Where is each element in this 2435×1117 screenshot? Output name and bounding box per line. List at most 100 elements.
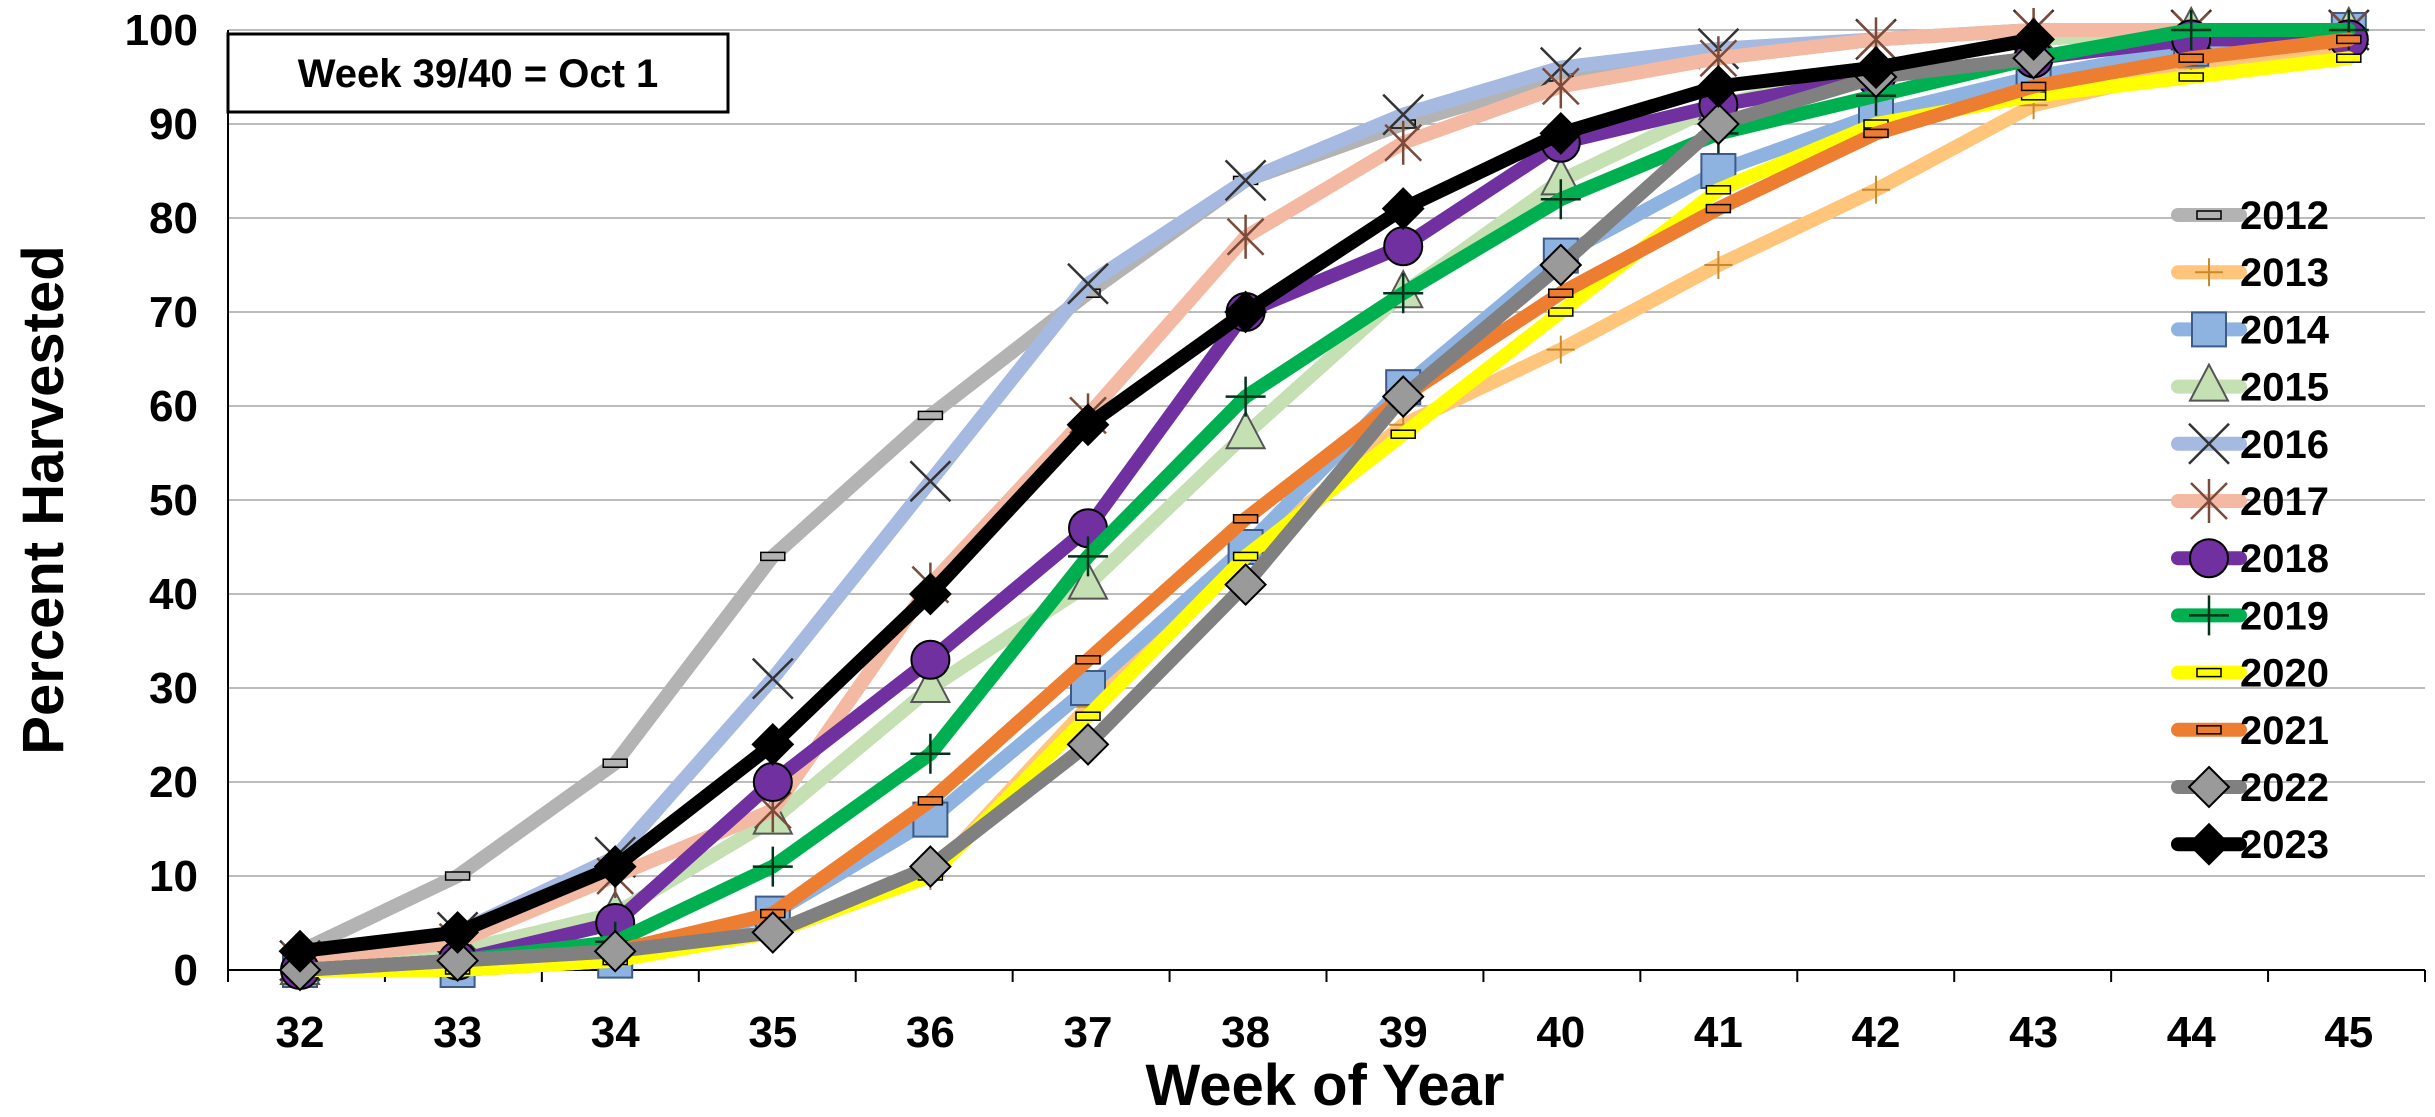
marker-dash bbox=[2196, 210, 2222, 220]
marker-asterisk bbox=[1226, 214, 1265, 259]
marker-plus bbox=[1225, 376, 1266, 417]
legend-label: 2019 bbox=[2240, 594, 2329, 638]
marker-cross bbox=[1704, 251, 1733, 279]
legend-label: 2020 bbox=[2240, 652, 2329, 696]
marker-dash bbox=[2020, 81, 2047, 92]
data-point-2021-42 bbox=[1863, 128, 1889, 139]
x-tick-label-35: 35 bbox=[748, 1008, 797, 1057]
marker-diamond bbox=[1381, 187, 1425, 231]
marker-triangle bbox=[1067, 560, 1109, 600]
marker-dash bbox=[1705, 185, 1732, 195]
marker-plus bbox=[1383, 273, 1424, 314]
data-point-2021-38 bbox=[1232, 514, 1259, 524]
data-point-2022-40 bbox=[1539, 243, 1583, 287]
legend-item-2012: 2012 bbox=[2171, 194, 2329, 238]
data-point-2015-37 bbox=[1067, 560, 1109, 600]
x-tick-label-33: 33 bbox=[433, 1008, 482, 1057]
marker-dash bbox=[1548, 288, 1574, 298]
legend-label: 2013 bbox=[2240, 251, 2329, 295]
legend-marker bbox=[2188, 422, 2230, 465]
data-point-2012-33 bbox=[444, 871, 471, 881]
marker-plus bbox=[1068, 536, 1108, 577]
marker-dash bbox=[760, 551, 786, 562]
marker-circle bbox=[910, 639, 951, 680]
data-point-2022-37 bbox=[1066, 722, 1110, 766]
legend-marker bbox=[2187, 822, 2231, 866]
data-point-2022-38 bbox=[1224, 563, 1268, 607]
marker-dash bbox=[1390, 429, 1416, 439]
legend-label: 2012 bbox=[2240, 194, 2329, 238]
data-point-2022-36 bbox=[908, 845, 952, 889]
legend: 2012 2013 2014 2015 2016 2017 2018 2019 2020 2021… bbox=[2171, 194, 2330, 867]
x-tick-label-41: 41 bbox=[1694, 1008, 1743, 1057]
y-tick-label-50: 50 bbox=[149, 476, 198, 525]
legend-label: 2017 bbox=[2240, 480, 2329, 524]
y-tick-label-0: 0 bbox=[174, 946, 198, 995]
data-point-2023-39 bbox=[1381, 187, 1425, 231]
marker-x bbox=[1224, 159, 1267, 202]
data-point-2019-44 bbox=[2171, 10, 2212, 50]
marker-dash bbox=[444, 871, 471, 881]
data-point-2017-39 bbox=[1384, 120, 1423, 165]
data-point-2017-38 bbox=[1226, 214, 1265, 259]
marker-diamond bbox=[908, 572, 952, 616]
data-point-2013-40 bbox=[1546, 335, 1575, 364]
data-point-2016-38 bbox=[1224, 159, 1267, 202]
marker-dash bbox=[1548, 307, 1574, 317]
y-tick-label-20: 20 bbox=[149, 758, 198, 807]
legend-item-2020: 2020 bbox=[2171, 652, 2329, 696]
data-point-2018-39 bbox=[1383, 226, 1424, 267]
data-point-2015-36 bbox=[909, 663, 952, 703]
data-point-2012-36 bbox=[917, 410, 944, 421]
data-point-2013-41 bbox=[1704, 251, 1733, 279]
legend-item-2018: 2018 bbox=[2171, 537, 2329, 581]
marker-dash bbox=[1705, 203, 1732, 214]
marker-diamond bbox=[1224, 563, 1268, 607]
marker-diamond bbox=[1539, 243, 1583, 287]
legend-label: 2014 bbox=[2240, 308, 2330, 352]
marker-diamond bbox=[1539, 111, 1583, 155]
y-tick-label-10: 10 bbox=[149, 852, 198, 901]
legend-marker bbox=[2191, 311, 2227, 348]
data-point-2021-43 bbox=[2020, 81, 2047, 92]
legend-marker bbox=[2196, 210, 2222, 220]
legend-item-2017: 2017 bbox=[2171, 479, 2329, 524]
marker-diamond bbox=[908, 845, 952, 889]
marker-dash bbox=[2196, 667, 2222, 678]
marker-asterisk bbox=[1541, 64, 1580, 109]
marker-diamond bbox=[1696, 64, 1740, 108]
y-axis-title: Percent Harvested bbox=[11, 245, 76, 754]
marker-square bbox=[2191, 311, 2227, 348]
data-point-2012-34 bbox=[602, 758, 628, 768]
legend-label: 2015 bbox=[2240, 366, 2329, 410]
data-point-2021-44 bbox=[2178, 53, 2204, 63]
x-tick-labels: 32 33 34 35 36 37 38 39 40 41 42 43 44 45 bbox=[276, 1008, 2374, 1057]
marker-diamond bbox=[1381, 375, 1425, 419]
legend-item-2021: 2021 bbox=[2171, 709, 2329, 753]
marker-diamond bbox=[278, 929, 322, 973]
x-tick-label-43: 43 bbox=[2009, 1008, 2058, 1057]
x-tick-label-42: 42 bbox=[1852, 1008, 1901, 1057]
annotation-text: Week 39/40 = Oct 1 bbox=[298, 52, 659, 96]
data-point-2022-41 bbox=[1696, 102, 1740, 146]
x-tick-label-44: 44 bbox=[2167, 1008, 2216, 1057]
legend-label: 2023 bbox=[2240, 823, 2329, 867]
data-point-2023-32 bbox=[278, 929, 322, 973]
series-line-2021 bbox=[293, 32, 2356, 977]
marker-circle bbox=[1383, 226, 1424, 267]
legend-marker bbox=[2189, 595, 2229, 636]
marker-diamond bbox=[593, 845, 637, 889]
y-tick-label-90: 90 bbox=[149, 100, 198, 149]
marker-asterisk bbox=[2190, 479, 2228, 523]
legend-marker bbox=[2195, 258, 2223, 287]
marker-diamond bbox=[1854, 46, 1898, 90]
marker-diamond bbox=[436, 910, 480, 954]
data-point-2019-40 bbox=[1540, 179, 1581, 220]
data-point-2023-35 bbox=[751, 722, 795, 766]
legend-item-2022: 2022 bbox=[2171, 765, 2329, 810]
marker-dash bbox=[1075, 711, 1101, 721]
marker-diamond bbox=[1224, 290, 1268, 334]
marker-diamond bbox=[2187, 822, 2231, 866]
marker-dash bbox=[2178, 53, 2204, 63]
